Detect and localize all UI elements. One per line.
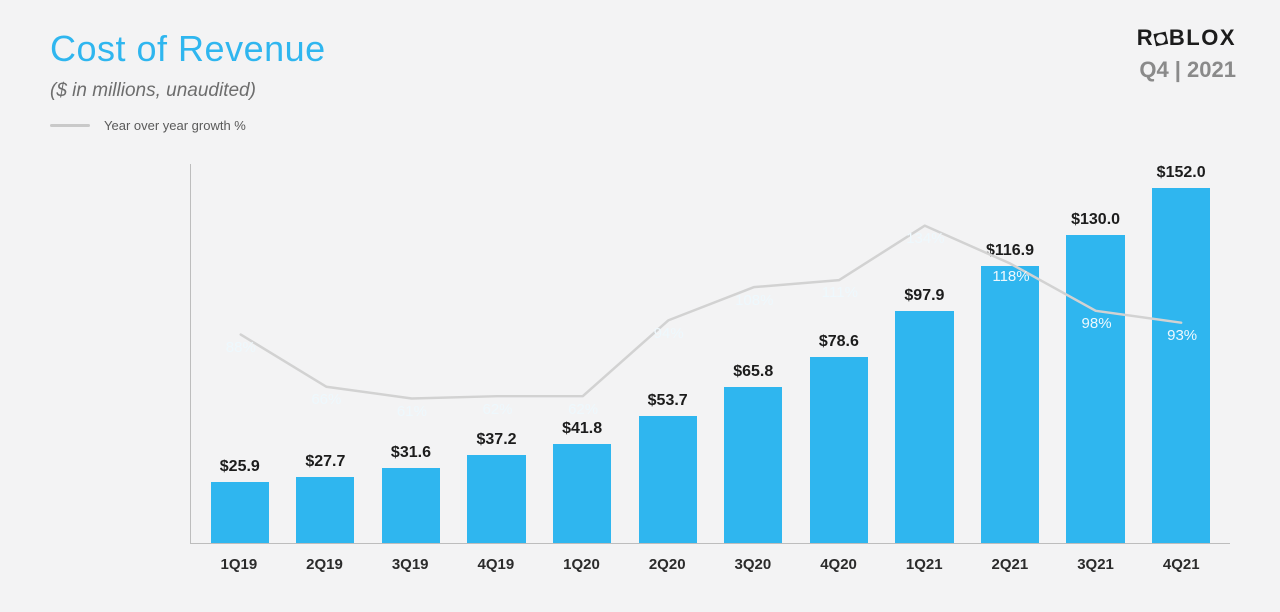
bar-slot: $152.0 (1138, 164, 1224, 543)
bar (296, 477, 354, 543)
bar-value-label: $41.8 (562, 420, 602, 438)
x-axis-label: 2Q20 (624, 556, 710, 573)
bar-slot: $37.2 (454, 164, 540, 543)
page-title: Cost of Revenue (50, 28, 1230, 70)
x-axis-label: 1Q21 (881, 556, 967, 573)
x-axis-label: 1Q19 (196, 556, 282, 573)
bar-value-label: $78.6 (819, 333, 859, 351)
x-axis-label: 4Q21 (1138, 556, 1224, 573)
legend-label: Year over year growth % (104, 118, 246, 133)
bar-slot: $27.7 (283, 164, 369, 543)
bar (981, 266, 1039, 543)
bar (724, 387, 782, 543)
bar-value-label: $53.7 (648, 392, 688, 410)
brand-period: Q4 | 2021 (1137, 57, 1236, 83)
bar-slot: $31.6 (368, 164, 454, 543)
bar-value-label: $31.6 (391, 444, 431, 462)
x-axis-label: 2Q21 (967, 556, 1053, 573)
bar-value-label: $65.8 (733, 363, 773, 381)
bar (639, 416, 697, 543)
bar (895, 311, 953, 543)
x-axis-label: 3Q19 (367, 556, 453, 573)
bar-slot: $65.8 (710, 164, 796, 543)
bar-value-label: $25.9 (220, 458, 260, 476)
bar-value-label: $130.0 (1071, 211, 1120, 229)
bar-value-label: $37.2 (477, 431, 517, 449)
x-axis-label: 2Q19 (282, 556, 368, 573)
bar (211, 482, 269, 543)
bar-value-label: $97.9 (904, 287, 944, 305)
bar (1066, 235, 1124, 543)
bar (382, 468, 440, 543)
bar-value-label: $152.0 (1157, 164, 1206, 182)
page-subtitle: ($ in millions, unaudited) (50, 80, 1230, 102)
chart: $25.9 $27.7 $31.6 $37.2 $41.8 $53.7 $65.8 $78.6… (190, 164, 1230, 584)
x-axis-label: 4Q20 (796, 556, 882, 573)
x-axis-label: 3Q21 (1053, 556, 1139, 573)
bar-slot: $78.6 (796, 164, 882, 543)
bar-value-label: $27.7 (305, 453, 345, 471)
x-axis-label: 1Q20 (539, 556, 625, 573)
slide: R◘BLOX Q4 | 2021 Cost of Revenue ($ in m… (0, 0, 1280, 612)
bar-slot: $97.9 (882, 164, 968, 543)
bar-slot: $116.9 (967, 164, 1053, 543)
x-axis-label: 4Q19 (453, 556, 539, 573)
bar-value-label: $116.9 (986, 242, 1034, 260)
bar (810, 357, 868, 543)
legend: Year over year growth % (50, 118, 1230, 133)
brand-logo: R◘BLOX (1137, 25, 1236, 51)
bar (1152, 188, 1210, 543)
x-axis-label: 3Q20 (710, 556, 796, 573)
bar-slot: $130.0 (1053, 164, 1139, 543)
bar-slot: $41.8 (539, 164, 625, 543)
legend-swatch-line (50, 124, 90, 127)
chart-plot: $25.9 $27.7 $31.6 $37.2 $41.8 $53.7 $65.8 $78.6… (190, 164, 1230, 544)
brand-block: R◘BLOX Q4 | 2021 (1137, 25, 1236, 83)
bar-slot: $25.9 (197, 164, 283, 543)
bar (467, 455, 525, 543)
chart-x-axis: 1Q192Q193Q194Q191Q202Q203Q204Q201Q212Q21… (190, 556, 1230, 573)
bar-slot: $53.7 (625, 164, 711, 543)
bar (553, 444, 611, 543)
